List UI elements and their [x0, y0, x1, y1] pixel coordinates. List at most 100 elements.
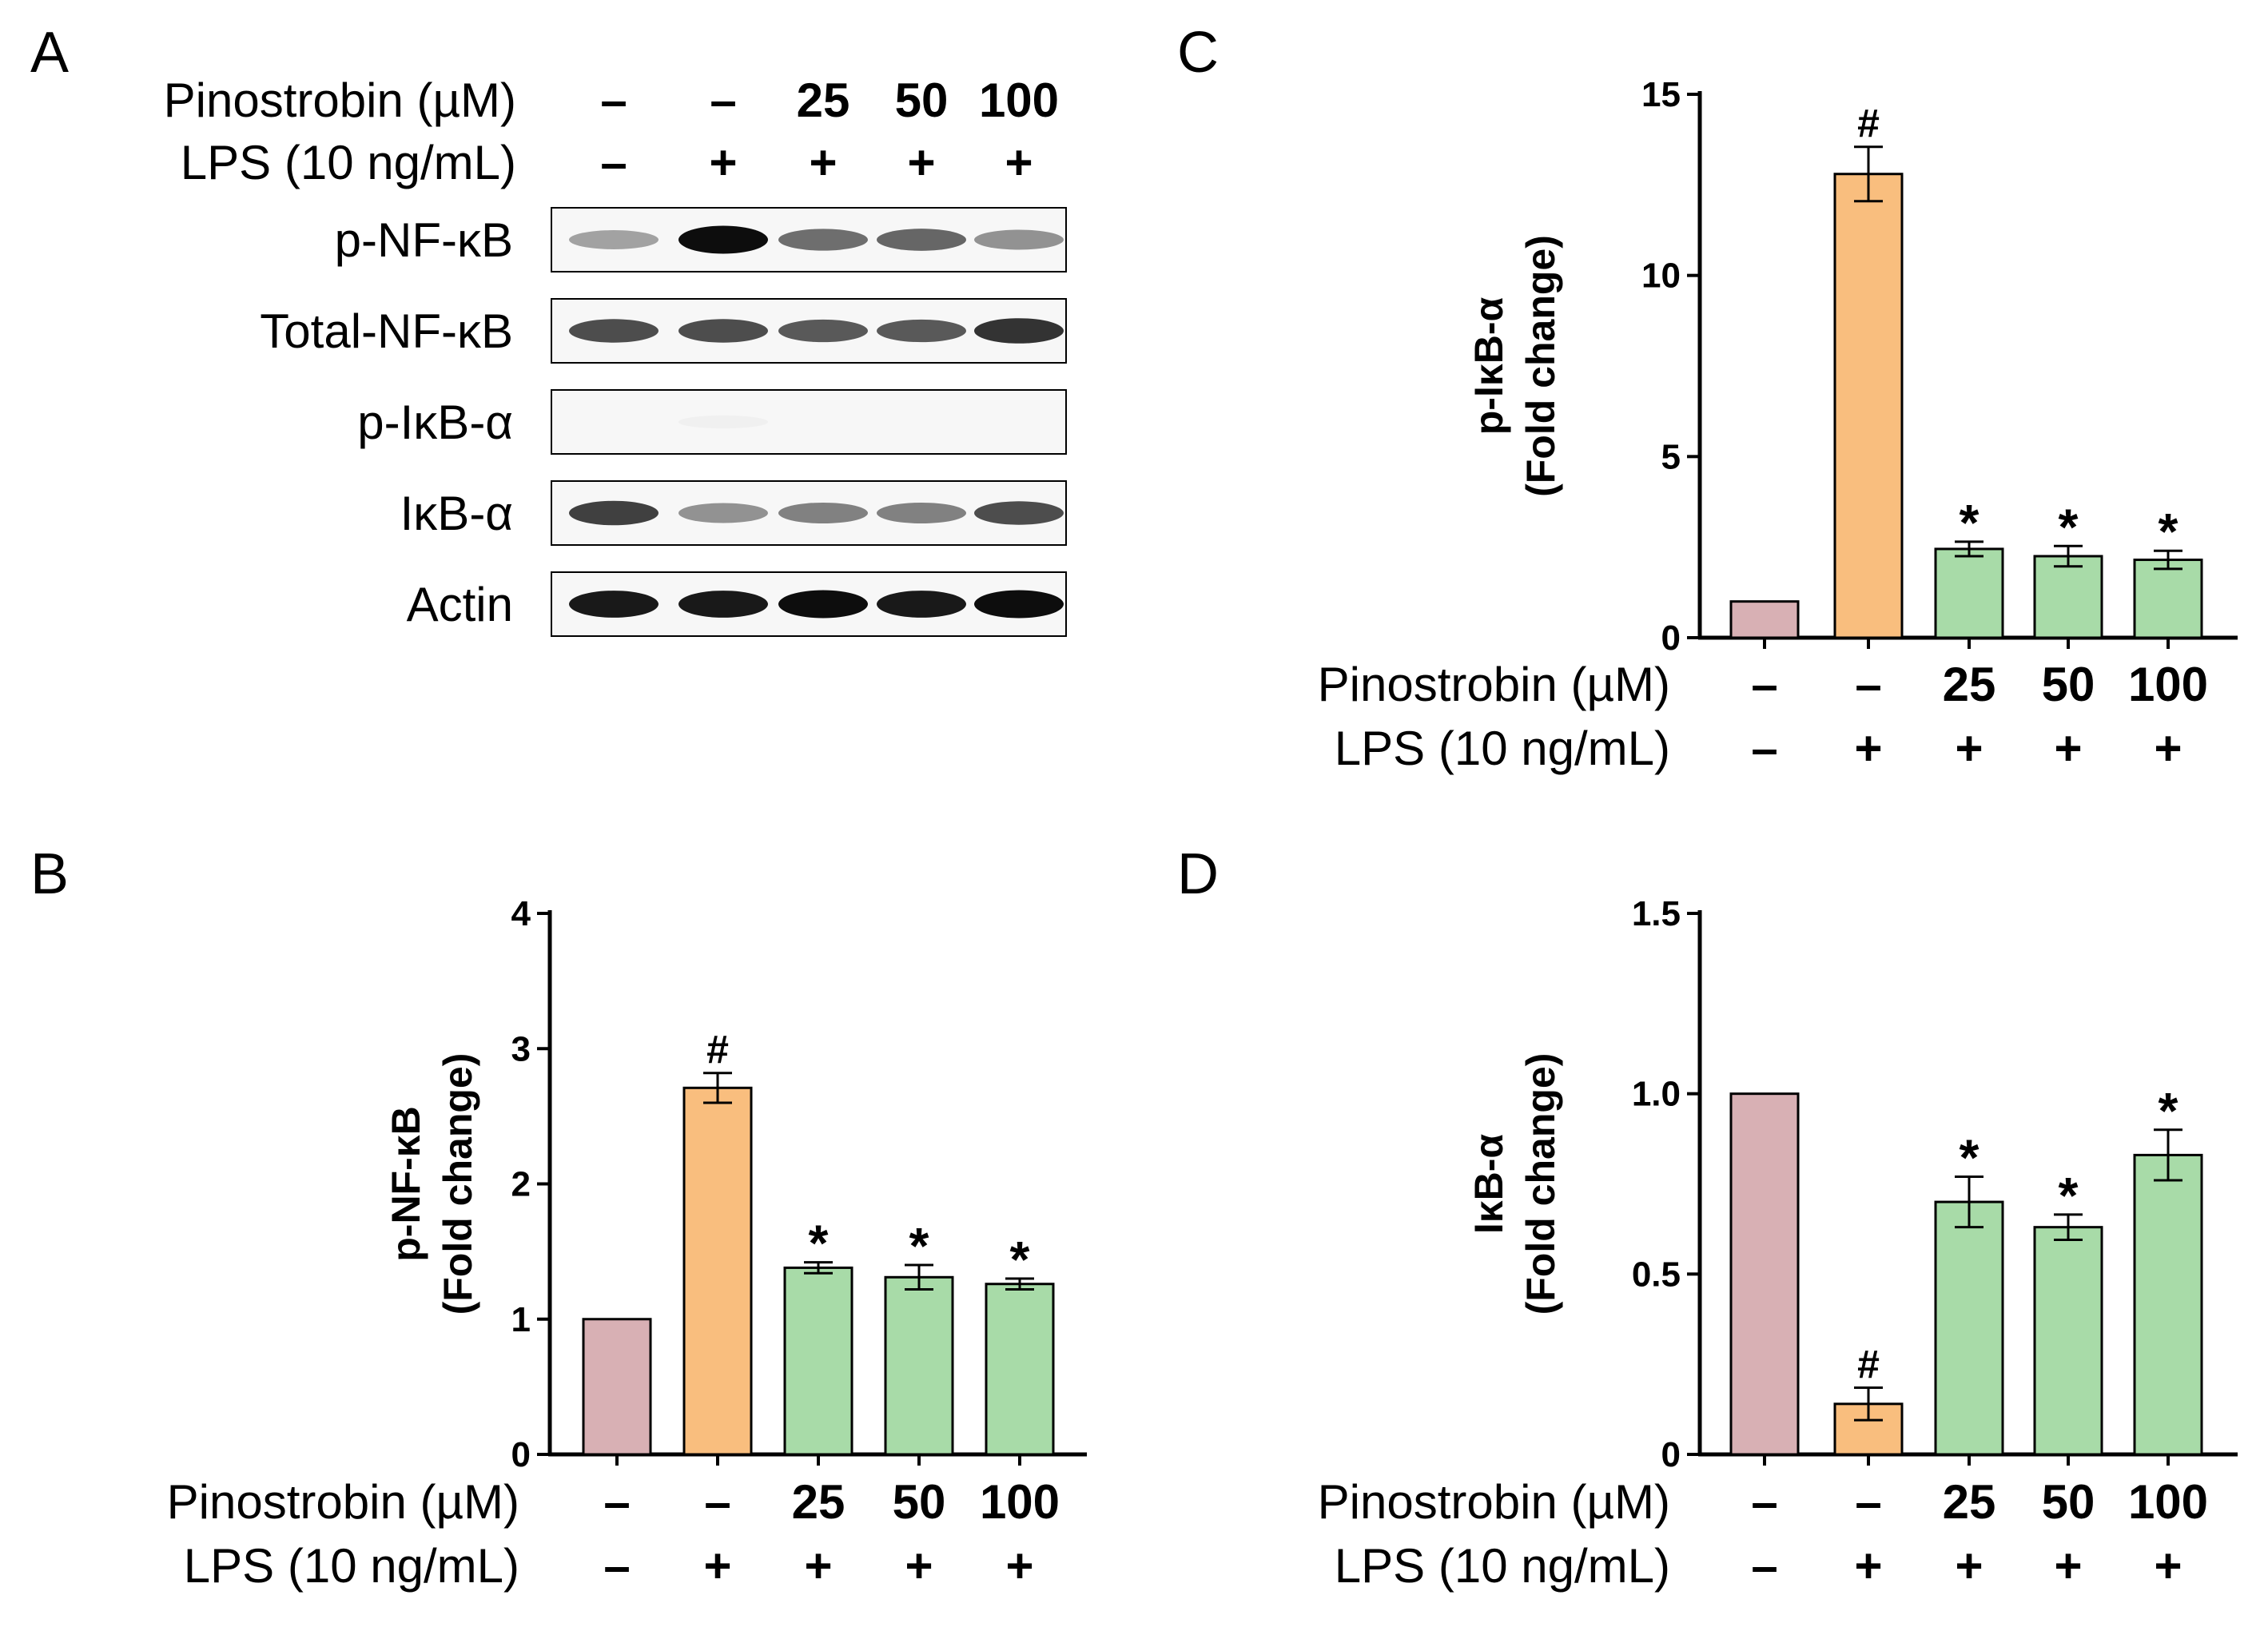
pinostrobin-value: 100	[980, 1475, 1060, 1529]
blot-pinostrobin-value: –	[600, 74, 627, 127]
blot-pinostrobin-label: Pinostrobin (µM)	[164, 74, 516, 127]
panel-letter-a: A	[30, 21, 69, 85]
bar	[2133, 559, 2203, 639]
y-axis-title: p-NF-κB	[384, 1106, 428, 1261]
significance-marker: #	[706, 1028, 729, 1072]
chart-panel-b: 0 1 2 3 4 p-NF-κB (Fold change) # * * * Pinostrobin…	[167, 894, 1087, 1593]
y-axis-title-unit: (Fold change)	[1518, 1053, 1563, 1315]
y-tick-label: 5	[1661, 437, 1681, 476]
pinostrobin-value: 25	[792, 1475, 846, 1529]
significance-marker: #	[1857, 1343, 1880, 1387]
pinostrobin-value: –	[1855, 1475, 1881, 1529]
blot-lps-value: +	[709, 136, 737, 189]
y-axis-title: IκB-α	[1466, 1134, 1511, 1235]
blot-row: Total-NF-κB	[260, 298, 1067, 364]
blot-pinostrobin-value: 25	[797, 74, 850, 127]
blot-band	[569, 230, 659, 249]
blot-lps-value: +	[809, 136, 837, 189]
pinostrobin-value: –	[1751, 658, 1777, 711]
blot-band	[974, 318, 1064, 344]
blot-band	[877, 502, 966, 524]
significance-marker: *	[2159, 1082, 2178, 1140]
pinostrobin-value: –	[603, 1475, 630, 1529]
lps-value: +	[2154, 722, 2182, 775]
bar	[2133, 1153, 2203, 1456]
pinostrobin-label: Pinostrobin (µM)	[1318, 658, 1670, 711]
significance-marker: *	[909, 1217, 929, 1275]
lps-value: +	[1005, 1539, 1033, 1593]
bar	[682, 1086, 753, 1456]
blot-row: p-NF-κB	[335, 207, 1067, 272]
lps-value: +	[703, 1539, 731, 1593]
significance-marker: *	[1010, 1231, 1030, 1288]
blot-band	[778, 590, 868, 619]
lps-value: +	[1854, 722, 1882, 775]
lps-value: +	[2154, 1539, 2182, 1593]
blot-band	[877, 319, 966, 343]
blot-row-label: Total-NF-κB	[260, 304, 513, 358]
blot-band	[569, 591, 659, 618]
panel-letter-b: B	[30, 842, 69, 906]
blot-band	[569, 319, 659, 343]
pinostrobin-value: 25	[1943, 1475, 1996, 1529]
bar	[1934, 1200, 2004, 1456]
blot-frame	[551, 389, 1067, 455]
blot-band	[877, 229, 966, 251]
blot-band	[877, 591, 966, 618]
bar	[1729, 600, 1800, 639]
lps-value: +	[2054, 722, 2082, 775]
significance-marker: *	[809, 1215, 829, 1272]
blot-band	[778, 319, 868, 343]
y-tick-label: 10	[1641, 257, 1681, 296]
pinostrobin-label: Pinostrobin (µM)	[167, 1475, 519, 1529]
pinostrobin-value: 100	[2128, 658, 2208, 711]
bar	[582, 1318, 652, 1456]
panel-letter-c: C	[1177, 21, 1219, 85]
blot-rows: p-NF-κB Total-NF-κB p-IκB-α IκB-α Actin	[260, 207, 1067, 637]
bar	[1934, 547, 2004, 639]
pinostrobin-value: –	[1751, 1475, 1777, 1529]
lps-value: +	[804, 1539, 832, 1593]
lps-value: –	[603, 1539, 630, 1593]
blot-row: p-IκB-α	[357, 389, 1067, 455]
blot-band	[778, 502, 868, 524]
panel-letter-d: D	[1177, 842, 1219, 906]
blot-band	[678, 319, 768, 343]
y-tick-label: 2	[511, 1165, 531, 1204]
blot-band	[974, 590, 1064, 619]
bar	[1729, 1092, 1800, 1456]
y-tick-label: 0.5	[1632, 1255, 1681, 1294]
blot-row: IκB-α	[400, 480, 1067, 546]
blot-band	[974, 501, 1064, 525]
y-tick-label: 0	[1661, 1435, 1681, 1474]
blot-row-label: p-IκB-α	[357, 396, 513, 449]
pinostrobin-value: 50	[2042, 1475, 2095, 1529]
blot-lps-value: –	[600, 136, 627, 189]
blot-band	[678, 415, 768, 429]
pinostrobin-value: 50	[893, 1475, 946, 1529]
chart-panel-c: 0 5 10 15 p-IκB-α (Fold change) # * * * Pinostrobi…	[1318, 75, 2238, 775]
significance-marker: *	[1960, 1128, 1980, 1186]
western-blot-panel: Pinostrobin (µM) LPS (10 ng/mL) – – 25 50 10…	[164, 74, 1067, 637]
significance-marker: *	[2059, 1167, 2079, 1224]
blot-condition-values: – – 25 50 100 – + + + +	[600, 74, 1059, 189]
lps-label: LPS (10 ng/mL)	[1335, 722, 1670, 775]
lps-value: +	[2054, 1539, 2082, 1593]
y-tick-label: 1.5	[1632, 894, 1681, 933]
lps-value: +	[1854, 1539, 1882, 1593]
y-tick-label: 0	[1661, 619, 1681, 658]
y-tick-label: 1.0	[1632, 1075, 1681, 1114]
bar	[783, 1266, 853, 1456]
pinostrobin-label: Pinostrobin (µM)	[1318, 1475, 1670, 1529]
y-tick-label: 15	[1641, 75, 1681, 114]
blot-pinostrobin-value: 100	[979, 74, 1059, 127]
blot-pinostrobin-value: –	[710, 74, 736, 127]
significance-marker: #	[1857, 101, 1880, 146]
lps-value: +	[905, 1539, 933, 1593]
blot-lps-value: +	[907, 136, 935, 189]
y-axis-title-unit: (Fold change)	[436, 1053, 480, 1315]
y-tick-label: 4	[511, 894, 531, 933]
lps-label: LPS (10 ng/mL)	[1335, 1539, 1670, 1593]
blot-band	[974, 229, 1064, 250]
